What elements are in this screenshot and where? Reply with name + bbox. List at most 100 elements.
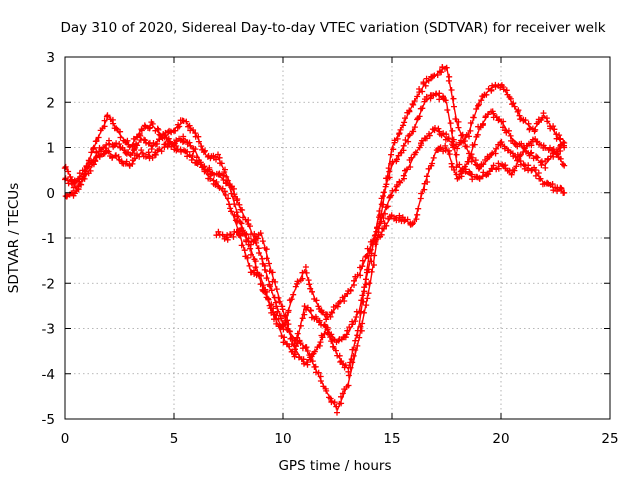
plus-marker [415, 205, 422, 212]
plus-marker [317, 378, 324, 384]
plus-marker [413, 216, 420, 223]
plus-marker [333, 403, 340, 410]
plus-marker [404, 216, 411, 223]
plus-marker [313, 297, 320, 304]
plus-marker [228, 184, 235, 191]
plus-marker [158, 148, 165, 155]
plus-marker [412, 149, 419, 156]
plus-marker [318, 308, 325, 315]
plus-marker [394, 156, 400, 163]
plus-marker [302, 264, 309, 270]
plus-marker [453, 141, 460, 148]
plus-marker [372, 238, 379, 245]
plus-marker [347, 286, 354, 293]
plus-marker [195, 138, 202, 145]
plus-marker [363, 302, 370, 309]
plus-marker [363, 276, 369, 283]
plus-marker [488, 86, 495, 93]
plus-marker [189, 153, 196, 159]
plus-marker [290, 291, 297, 298]
plus-marker [244, 254, 251, 261]
plus-marker [473, 161, 479, 168]
y-tick-label: -2 [42, 276, 55, 292]
plus-marker [560, 161, 566, 168]
plus-marker [224, 180, 231, 187]
plus-marker [216, 154, 223, 161]
plus-marker [236, 201, 243, 208]
plus-marker [453, 151, 460, 158]
plus-marker [364, 252, 371, 259]
plus-marker [383, 181, 390, 188]
plus-marker [278, 333, 285, 339]
plus-marker [272, 278, 279, 285]
plus-marker [423, 93, 430, 100]
plus-marker [452, 116, 459, 122]
plus-marker [282, 312, 289, 319]
plus-marker [394, 135, 401, 142]
plus-marker [336, 352, 343, 359]
x-axis-tick-labels: 0 5 10 15 20 25 [61, 431, 619, 447]
plus-marker [528, 149, 535, 156]
plus-marker [319, 334, 326, 341]
plus-marker [232, 217, 239, 224]
plus-marker [510, 100, 517, 107]
plus-marker [397, 126, 404, 133]
plus-marker [503, 87, 510, 94]
plus-marker [294, 340, 301, 347]
plus-marker [231, 201, 238, 208]
plus-marker [424, 179, 431, 185]
plus-marker [403, 166, 410, 173]
plus-marker [301, 311, 308, 318]
plus-marker [357, 323, 364, 330]
plus-marker [344, 290, 351, 297]
plus-marker [201, 163, 208, 170]
plus-marker [384, 203, 391, 210]
plus-marker [141, 122, 148, 129]
plus-marker [238, 225, 245, 232]
plus-marker [450, 142, 457, 149]
plus-marker [268, 287, 275, 294]
plus-marker [528, 142, 535, 149]
plus-marker [167, 138, 173, 145]
plus-marker [540, 110, 547, 117]
plus-marker [339, 361, 346, 368]
plus-marker [327, 334, 334, 341]
series-trace-a [62, 64, 568, 416]
plus-marker [345, 368, 352, 375]
plus-marker [396, 130, 403, 137]
plus-marker [371, 262, 377, 268]
plus-marker [408, 154, 415, 161]
plus-marker [525, 120, 532, 127]
plus-marker [297, 322, 304, 329]
plus-marker [508, 171, 515, 178]
plus-marker [480, 120, 486, 127]
plus-marker [410, 220, 416, 227]
plus-marker [391, 137, 398, 144]
plus-marker [459, 168, 466, 175]
plus-marker [561, 140, 568, 146]
plus-marker [388, 151, 395, 158]
plus-marker [416, 86, 423, 92]
plus-marker [248, 251, 254, 258]
plus-marker [306, 281, 313, 288]
plus-marker [292, 283, 299, 290]
plus-marker [216, 171, 223, 178]
plus-marker [357, 272, 364, 279]
plus-marker [471, 141, 478, 148]
y-tick-label: 1 [46, 141, 55, 157]
plus-marker [338, 358, 345, 365]
plus-marker [207, 176, 214, 182]
plus-marker [324, 329, 331, 336]
plus-marker [354, 342, 361, 349]
plus-marker [109, 154, 116, 161]
plus-marker [239, 207, 246, 213]
plus-marker [202, 147, 208, 154]
plus-marker [392, 187, 399, 194]
plus-marker [468, 171, 475, 178]
plus-marker [401, 218, 408, 225]
plus-marker [263, 255, 270, 262]
plus-marker [342, 334, 349, 341]
plus-marker [476, 175, 483, 182]
plus-marker [416, 113, 423, 120]
plus-marker [311, 348, 318, 355]
